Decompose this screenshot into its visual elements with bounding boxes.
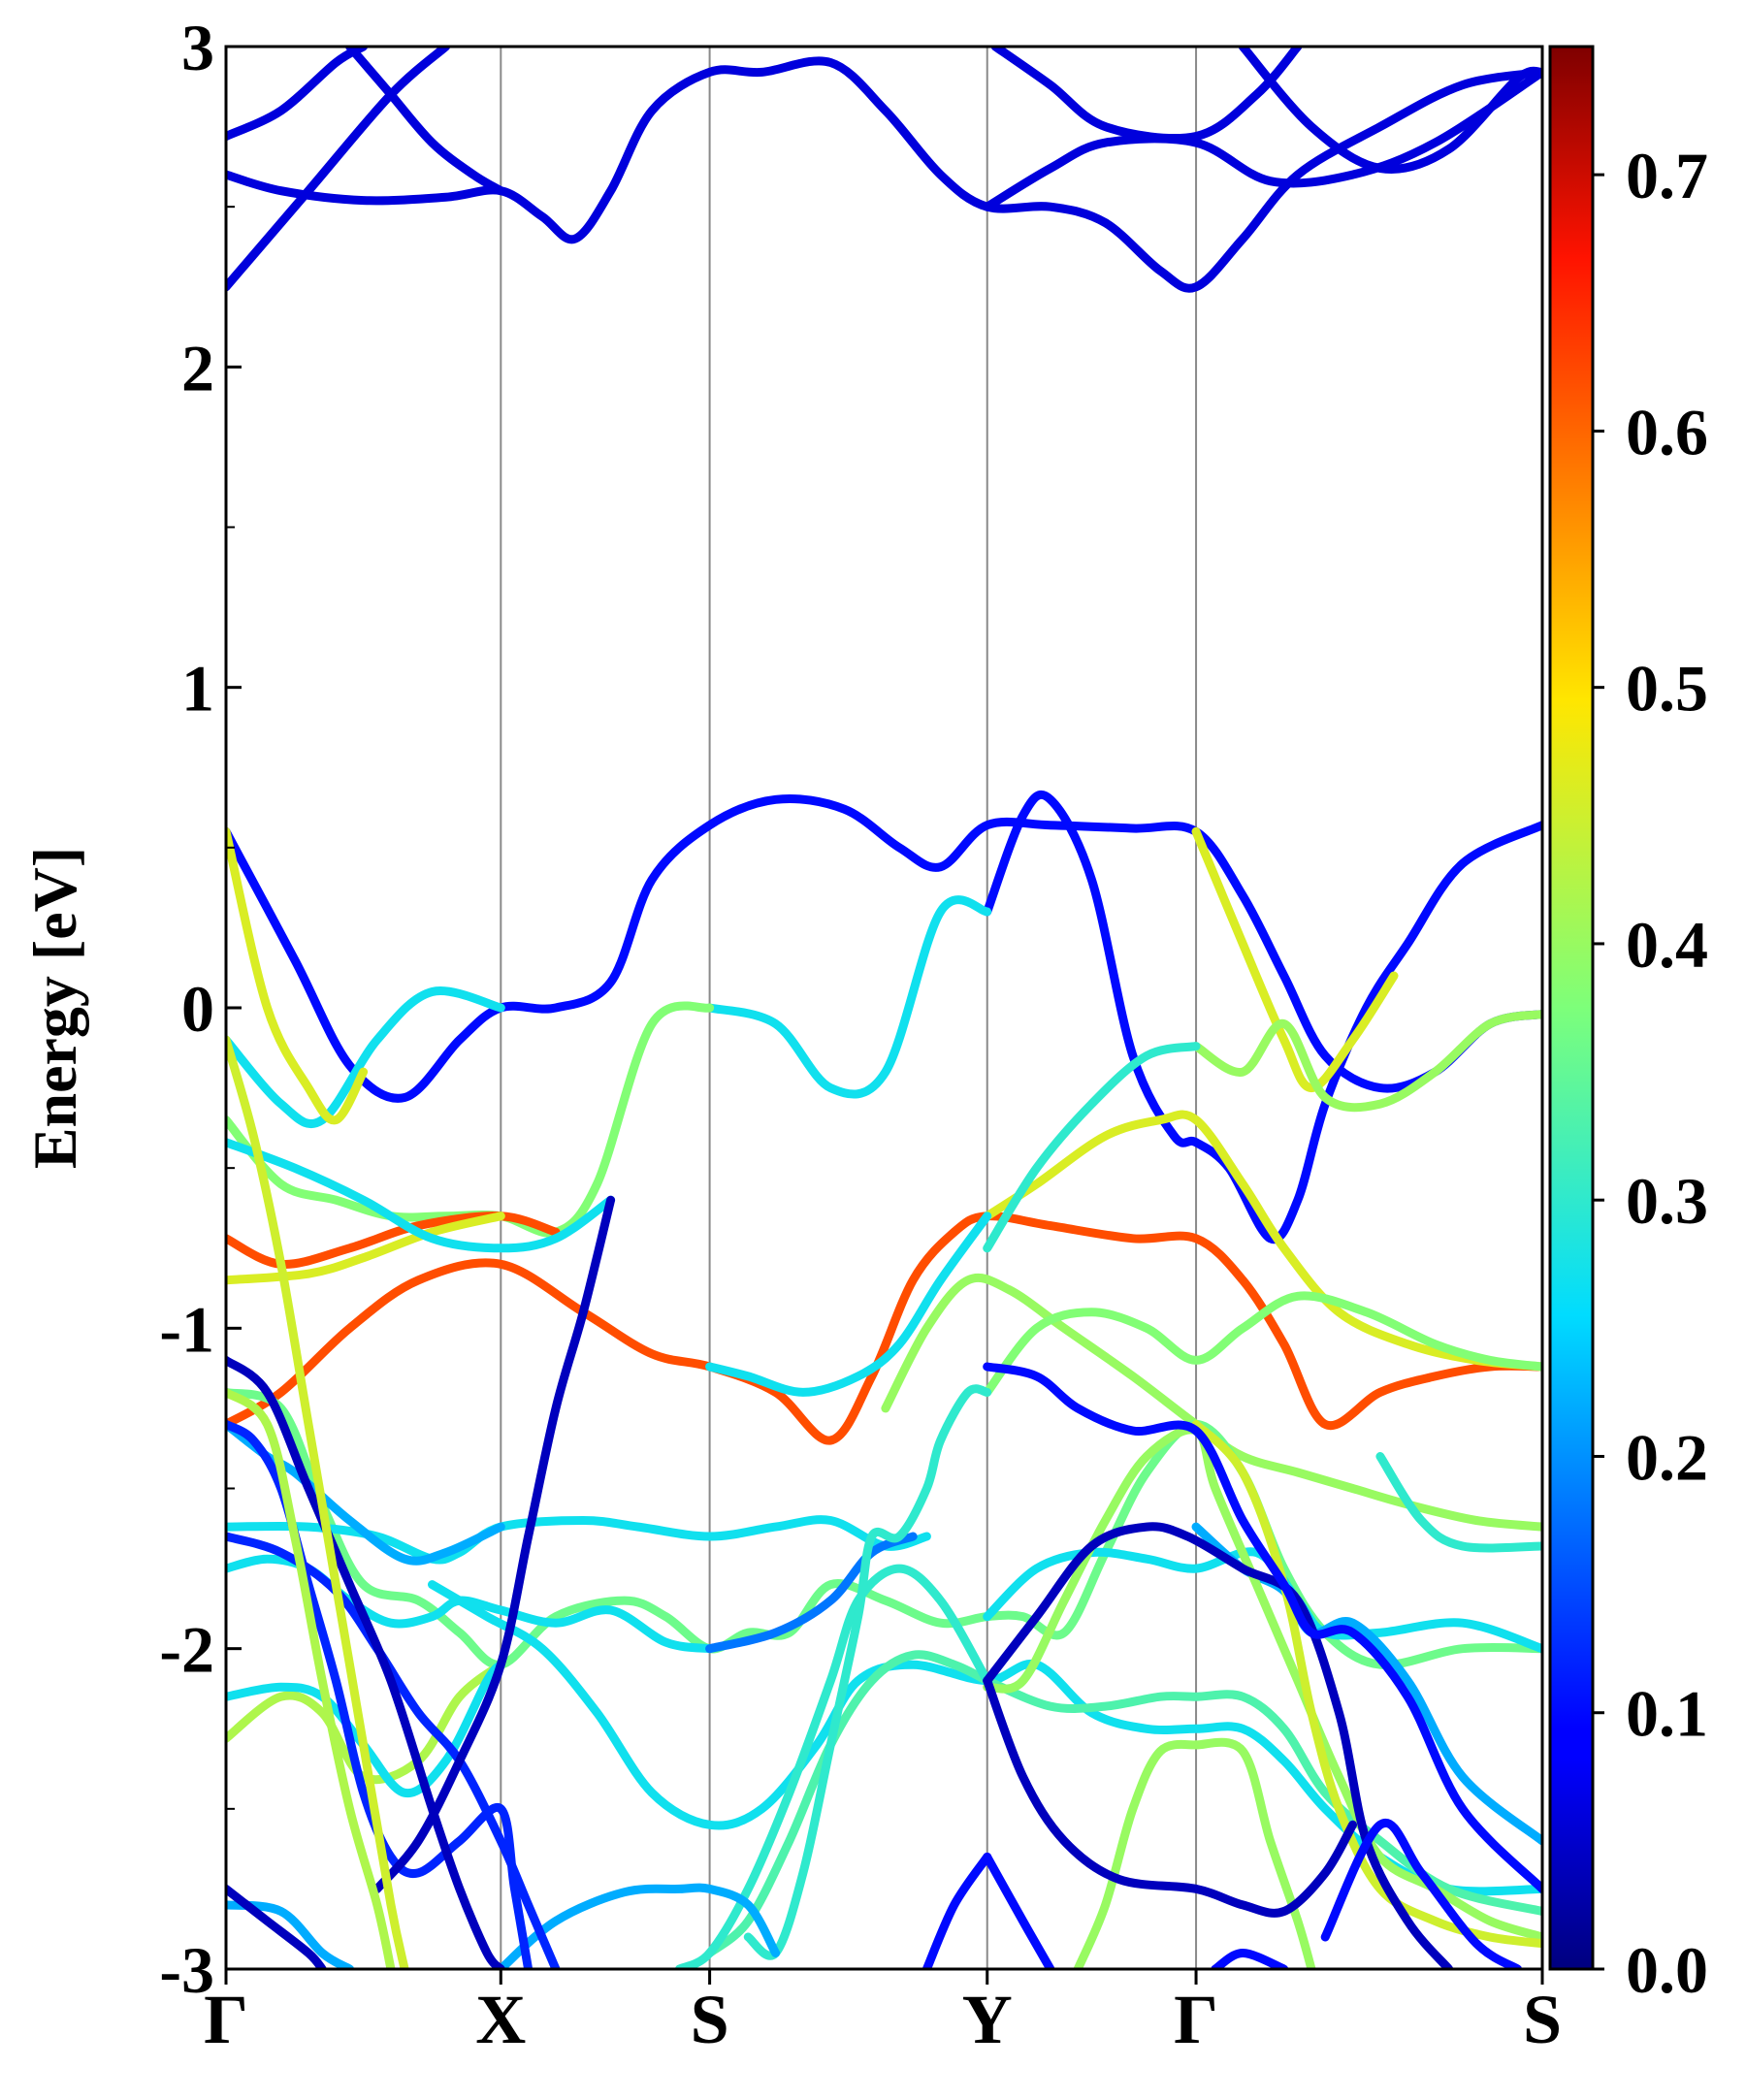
x-tick-label: Γ bbox=[1174, 1981, 1218, 2058]
band-line-46 bbox=[226, 1355, 505, 1969]
colorbar: 0.0 0.1 0.2 0.3 0.4 0.5 0.6 0.7 bbox=[1548, 45, 1708, 2007]
band-line-32 bbox=[226, 1660, 505, 1797]
band-line-3 bbox=[345, 47, 505, 196]
band-line-37 bbox=[1191, 1737, 1316, 1969]
band-line-5 bbox=[990, 47, 1303, 143]
band-line-8 bbox=[983, 791, 1542, 1244]
band-line-50 bbox=[983, 1522, 1454, 1969]
band-line-53 bbox=[983, 1852, 1055, 1969]
band-line-49 bbox=[983, 1676, 1357, 1918]
y-axis-ticks: 3 2 1 0 -1 -2 -3 bbox=[159, 11, 242, 2007]
x-tick-label: Y bbox=[962, 1981, 1013, 2058]
colorbar-tick-label: 0.7 bbox=[1626, 139, 1708, 212]
colorbar-tick-label: 0.1 bbox=[1626, 1677, 1708, 1751]
y-tick-label: 2 bbox=[181, 331, 214, 404]
x-tick-label: X bbox=[475, 1981, 526, 2058]
band-line-48 bbox=[226, 1884, 327, 1969]
band-line-2 bbox=[226, 47, 369, 141]
band-line-9 bbox=[226, 986, 505, 1129]
band-line-35 bbox=[983, 1425, 1542, 1942]
band-line-54 bbox=[1211, 1949, 1289, 1969]
band-line-16 bbox=[226, 1212, 1542, 1445]
colorbar-tick-label: 0.0 bbox=[1626, 1933, 1708, 2007]
colorbar-tick-label: 0.3 bbox=[1626, 1164, 1708, 1238]
band-line-51 bbox=[983, 1362, 1542, 1893]
band-line-38 bbox=[1191, 1419, 1542, 1949]
y-tick-label: -1 bbox=[159, 1292, 214, 1366]
y-tick-label: 1 bbox=[181, 652, 214, 726]
band-line-55 bbox=[1320, 1819, 1522, 1969]
band-line-18 bbox=[983, 1110, 1542, 1372]
y-tick-label: 3 bbox=[181, 11, 214, 84]
y-tick-label: -3 bbox=[159, 1933, 214, 2007]
y-tick-label: -2 bbox=[159, 1613, 214, 1687]
colorbar-gradient bbox=[1548, 45, 1595, 1971]
band-line-13 bbox=[1191, 1010, 1542, 1113]
band-line-52 bbox=[922, 1852, 992, 1969]
band-line-27 bbox=[226, 1419, 505, 1566]
x-tick-label: S bbox=[1523, 1981, 1562, 2058]
band-line-6 bbox=[1238, 47, 1542, 174]
y-tick-label: 0 bbox=[181, 972, 214, 1046]
y-axis-label: Energy [eV] bbox=[20, 847, 89, 1169]
plot-frame bbox=[224, 45, 1544, 1971]
band-line-23 bbox=[705, 1212, 992, 1397]
band-line-57 bbox=[226, 1035, 409, 1969]
colorbar-tick-label: 0.5 bbox=[1626, 652, 1708, 726]
band-line-12 bbox=[1191, 826, 1399, 1093]
band-line-30 bbox=[705, 1532, 918, 1654]
band-line-4 bbox=[983, 67, 1542, 211]
band-line-10 bbox=[705, 895, 992, 1099]
band-line-20 bbox=[983, 1291, 1542, 1397]
colorbar-tick-label: 0.2 bbox=[1626, 1420, 1708, 1494]
colorbar-tick-label: 0.4 bbox=[1626, 908, 1708, 982]
band-line-7 bbox=[226, 793, 1542, 1103]
band-line-36 bbox=[1073, 1739, 1201, 1969]
band-line-40 bbox=[674, 1564, 992, 1969]
band-line-56 bbox=[226, 1387, 396, 1969]
x-tick-label: S bbox=[691, 1981, 729, 2058]
x-tick-label: Γ bbox=[204, 1981, 248, 2058]
band-line-11 bbox=[226, 826, 369, 1125]
band-line-17 bbox=[226, 1212, 505, 1285]
band-line-22 bbox=[983, 1042, 1201, 1253]
band-line-21 bbox=[226, 1138, 616, 1253]
band-line-41 bbox=[743, 1384, 992, 1960]
band-line-0 bbox=[226, 47, 451, 292]
band-line-58 bbox=[1375, 1452, 1542, 1553]
band-line-47 bbox=[372, 1195, 616, 1893]
band-lines bbox=[226, 47, 1542, 1969]
band-line-43 bbox=[496, 1883, 781, 1969]
colorbar-ticks: 0.0 0.1 0.2 0.3 0.4 0.5 0.6 0.7 bbox=[1593, 139, 1708, 2007]
colorbar-tick-label: 0.6 bbox=[1626, 395, 1708, 468]
